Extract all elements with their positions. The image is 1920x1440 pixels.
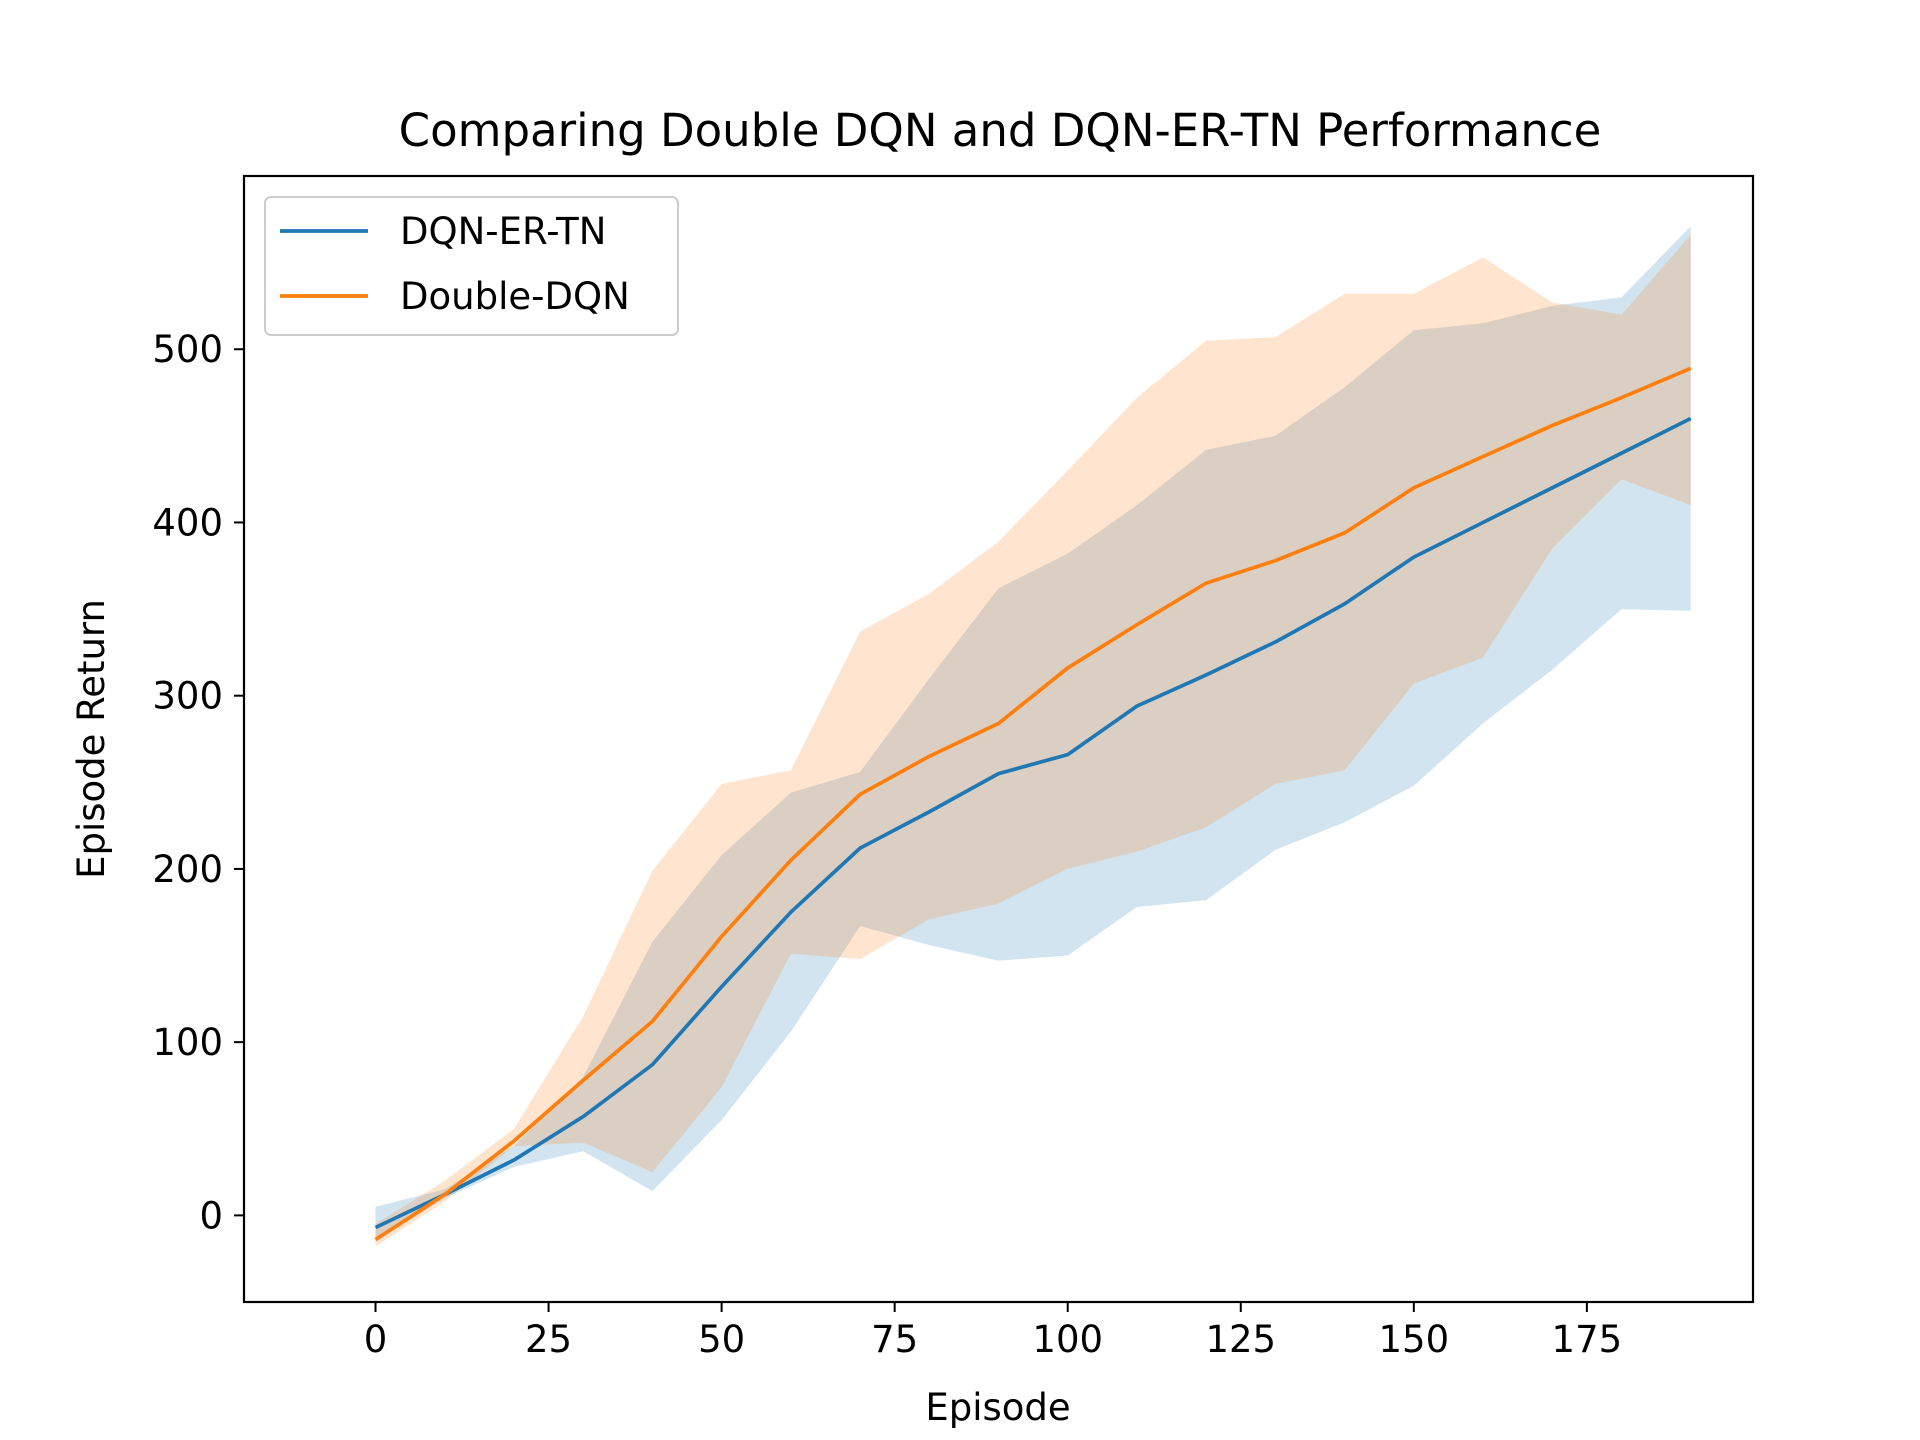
plot-frame — [242, 174, 1755, 1304]
chart-title: Comparing Double DQN and DQN-ER-TN Perfo… — [399, 104, 1602, 157]
confidence-bands — [375, 226, 1691, 1247]
x-tick-label: 175 — [1552, 1318, 1623, 1361]
series-lines — [374, 366, 1692, 1242]
y-axis-label: Episode Return — [70, 599, 113, 879]
band-double-dqn — [375, 234, 1691, 1247]
x-tick-label: 100 — [1032, 1318, 1103, 1361]
y-tick-label: 200 — [152, 848, 223, 891]
x-tick-label: 75 — [871, 1318, 918, 1361]
y-tick-label: 100 — [152, 1021, 223, 1064]
x-tick-label: 25 — [525, 1318, 572, 1361]
x-axis-label: Episode — [925, 1386, 1070, 1429]
legend-box — [264, 196, 679, 336]
y-tick-label: 0 — [199, 1194, 223, 1237]
x-tick-label: 150 — [1379, 1318, 1450, 1361]
x-tick-label: 0 — [364, 1318, 388, 1361]
band-dqn-er-tn — [375, 226, 1691, 1242]
y-tick-label: 500 — [152, 328, 223, 371]
y-tick-label: 300 — [152, 675, 223, 718]
series-line-dqn-er-tn — [374, 416, 1692, 1230]
x-tick-label: 50 — [698, 1318, 745, 1361]
y-tick-label: 400 — [152, 501, 223, 544]
legend-entries: DQN-ER-TN Double-DQN — [280, 210, 630, 318]
legend-label-dqn-er-tn: DQN-ER-TN — [400, 210, 606, 253]
legend-label-double-dqn: Double-DQN — [400, 275, 630, 318]
x-axis-ticks: 0 25 50 75 100 125 150 175 — [364, 1302, 1622, 1361]
y-axis-ticks: 0 100 200 300 400 500 — [152, 328, 244, 1237]
series-line-double-dqn — [374, 366, 1692, 1242]
x-tick-label: 125 — [1205, 1318, 1276, 1361]
legend: DQN-ER-TN Double-DQN — [264, 196, 679, 336]
